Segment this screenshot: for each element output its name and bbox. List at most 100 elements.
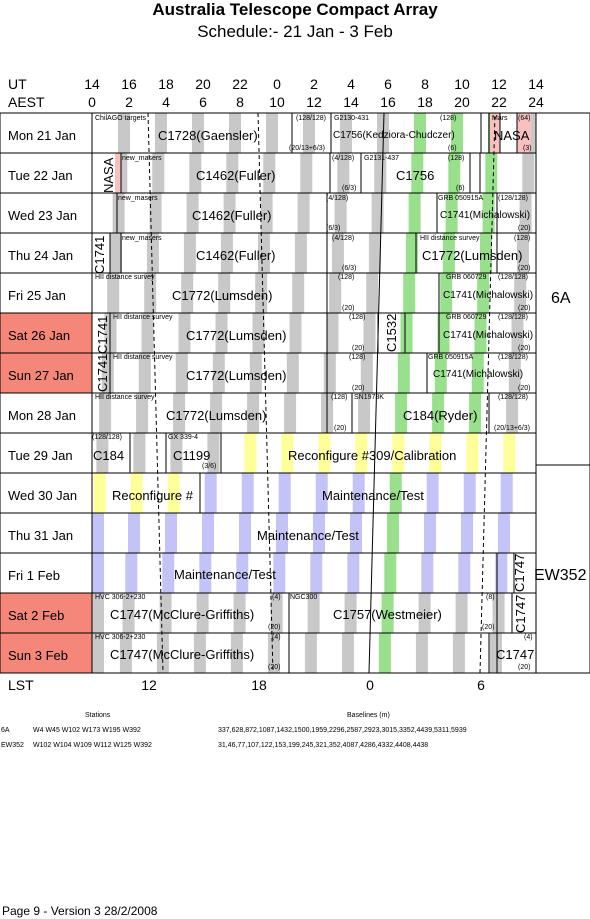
schedule-stripe: [389, 473, 402, 513]
schedule-stripe: [155, 113, 167, 153]
entry-label: Reconfigure #: [112, 488, 193, 503]
day-label: Fri 1 Feb: [8, 568, 61, 583]
schedule-stripe: [165, 513, 177, 553]
schedule-stripe: [99, 393, 112, 433]
day-label: Thu 24 Jan: [8, 248, 74, 263]
day-label: Tue 22 Jan: [8, 168, 73, 183]
weekend-highlight: [0, 353, 92, 393]
schedule-stripe: [276, 513, 288, 553]
schedule-stripe: [303, 113, 315, 153]
entry-tag: (20): [518, 225, 531, 232]
schedule-stripe: [284, 393, 297, 433]
schedule-stripe: [397, 353, 410, 393]
schedule-stripe: [189, 153, 202, 193]
schedule-stripe: [503, 433, 516, 473]
baselines-6a: 337,628,872,1087,1432,1500,1959,2296,258…: [218, 727, 467, 734]
entry-label: C1741: [95, 353, 110, 392]
schedule-stripe: [489, 633, 502, 673]
stations-6a: W4 W45 W102 W173 W195 W392: [33, 727, 141, 734]
entry-small: G2130-431: [334, 115, 370, 122]
schedule-stripe: [366, 273, 379, 313]
entry-label: C1772(Lumsden): [186, 328, 287, 343]
page-footer: Page 9 - Version 3 28/2/2008: [2, 904, 158, 918]
schedule-stripe: [341, 633, 354, 673]
entry-small: HVC 306-2+230: [95, 634, 146, 641]
schedule-stripe: [226, 153, 239, 193]
entry-tag: (20): [268, 664, 281, 671]
schedule-stripe: [128, 513, 140, 553]
entry-tag: (3): [523, 145, 532, 152]
entry-tag: (20/13+6/3): [289, 145, 325, 152]
entry-tag: (128/128): [92, 434, 122, 441]
entry-tag: (4/128): [326, 195, 349, 202]
entry-small: HII distance survey: [113, 354, 173, 361]
schedule-stripe: [511, 313, 524, 353]
schedule-stripe: [307, 593, 320, 633]
entry-label: C1462(Fuller): [192, 208, 272, 223]
schedule-stripe: [437, 313, 450, 353]
entry-label: C184(Ryder): [403, 408, 478, 423]
entry-label: NASA: [494, 128, 530, 143]
day-label: Mon 28 Jan: [8, 408, 76, 423]
entry-label: C1741: [95, 315, 110, 354]
schedule-stripe: [323, 353, 336, 393]
schedule-stripe: [107, 273, 120, 313]
ut-tick: 16: [121, 76, 137, 92]
schedule-stripe: [374, 153, 387, 193]
schedule-stripe: [136, 393, 149, 433]
entry-label: C1741: [92, 235, 107, 274]
entry-small: GX 339-4: [168, 434, 198, 441]
entry-small: new_masers: [122, 235, 162, 242]
schedule-stripe: [384, 553, 397, 593]
schedule-stripe: [461, 513, 473, 553]
schedule-stripe: [492, 593, 505, 633]
schedule-stripe: [451, 113, 463, 153]
schedule-stripe: [313, 513, 325, 553]
schedule-stripe: [358, 393, 371, 433]
schedule-stripe: [331, 233, 344, 273]
schedule-stripe: [249, 353, 262, 393]
entry-tag: (4/128): [332, 155, 355, 162]
schedule-stripe: [175, 353, 188, 393]
entry-tag: (128/128): [498, 274, 528, 281]
entry-small: GRB 060729: [446, 314, 487, 321]
schedule-stripe: [360, 353, 373, 393]
entry-small: Mars: [492, 115, 508, 122]
schedule-stripe: [378, 633, 391, 673]
schedule-stripe: [289, 313, 302, 353]
schedule-stripe: [337, 153, 350, 193]
aest-tick: 22: [491, 94, 507, 110]
schedule-stripe: [415, 633, 428, 673]
schedule-stripe: [286, 353, 299, 393]
entry-label: C1772(Lumsden): [172, 288, 273, 303]
ut-tick: 18: [158, 76, 174, 92]
schedule-stripe: [101, 353, 114, 393]
lst-line-6: [479, 112, 496, 674]
ut-tick: 22: [232, 76, 248, 92]
page-title: Australia Telescope Compact Array: [152, 0, 438, 19]
baselines-header: Baselines (m): [347, 712, 390, 719]
day-label: Sun 3 Feb: [8, 648, 68, 663]
entry-tag: (20): [342, 305, 355, 312]
entry-tag: (3/6): [202, 463, 217, 470]
day-label: Wed 30 Jan: [8, 488, 78, 503]
schedule-stripe: [350, 513, 362, 553]
entry-small: SN1978K: [354, 394, 384, 401]
entry-label: C1747: [512, 553, 527, 592]
config-6a: 6A: [1, 727, 10, 734]
schedule-stripe: [92, 593, 104, 633]
entry-tag: (128/128): [498, 195, 528, 202]
lst-tick: 12: [141, 677, 157, 693]
ut-tick: 20: [195, 76, 211, 92]
entry-small: ChilAGO targets: [95, 115, 146, 122]
schedule-stripe: [418, 593, 431, 633]
schedule-stripe: [92, 633, 104, 673]
schedule-stripe: [122, 593, 135, 633]
entry-small: GRB 050915A: [438, 195, 484, 202]
schedule-stripe: [196, 593, 209, 633]
entry-label: C1747(McClure-Griffiths): [110, 607, 255, 622]
aest-tick: 10: [269, 94, 285, 110]
weekend-highlight: [0, 313, 92, 353]
entry-tag: (128/128): [296, 115, 326, 122]
